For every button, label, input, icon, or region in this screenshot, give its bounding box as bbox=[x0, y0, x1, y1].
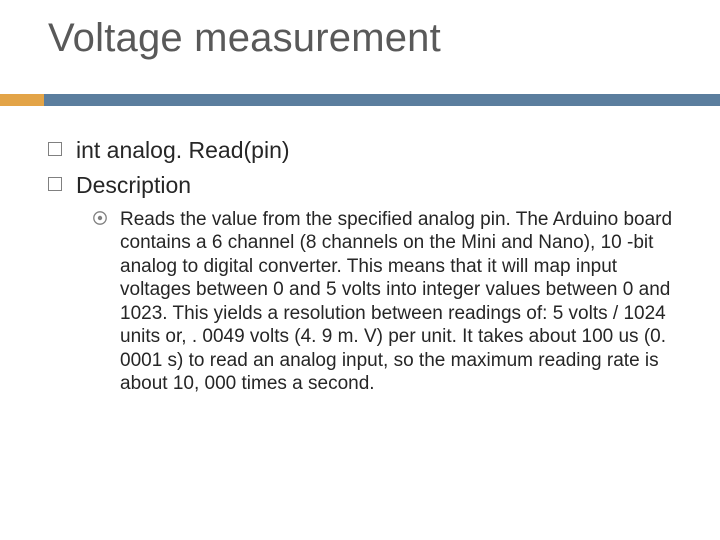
bullet-text: int analog. Read(pin) bbox=[76, 136, 290, 165]
square-bullet-icon bbox=[48, 177, 62, 191]
bullet-level1: int analog. Read(pin) bbox=[48, 136, 680, 165]
slide-title: Voltage measurement bbox=[48, 16, 720, 61]
content-area: int analog. Read(pin) Description Reads … bbox=[48, 136, 680, 396]
bullet-level2: Reads the value from the specified analo… bbox=[92, 208, 680, 396]
separator-right bbox=[44, 94, 720, 106]
square-bullet-icon bbox=[48, 142, 62, 156]
bullet-level1: Description bbox=[48, 171, 680, 200]
slide: Voltage measurement int analog. Read(pin… bbox=[0, 0, 720, 540]
separator-bar bbox=[0, 94, 720, 106]
target-bullet-icon bbox=[92, 210, 108, 226]
bullet-text: Description bbox=[76, 171, 191, 200]
title-area: Voltage measurement bbox=[0, 0, 720, 61]
separator-left bbox=[0, 94, 44, 106]
bullet-text: Reads the value from the specified analo… bbox=[120, 208, 680, 396]
